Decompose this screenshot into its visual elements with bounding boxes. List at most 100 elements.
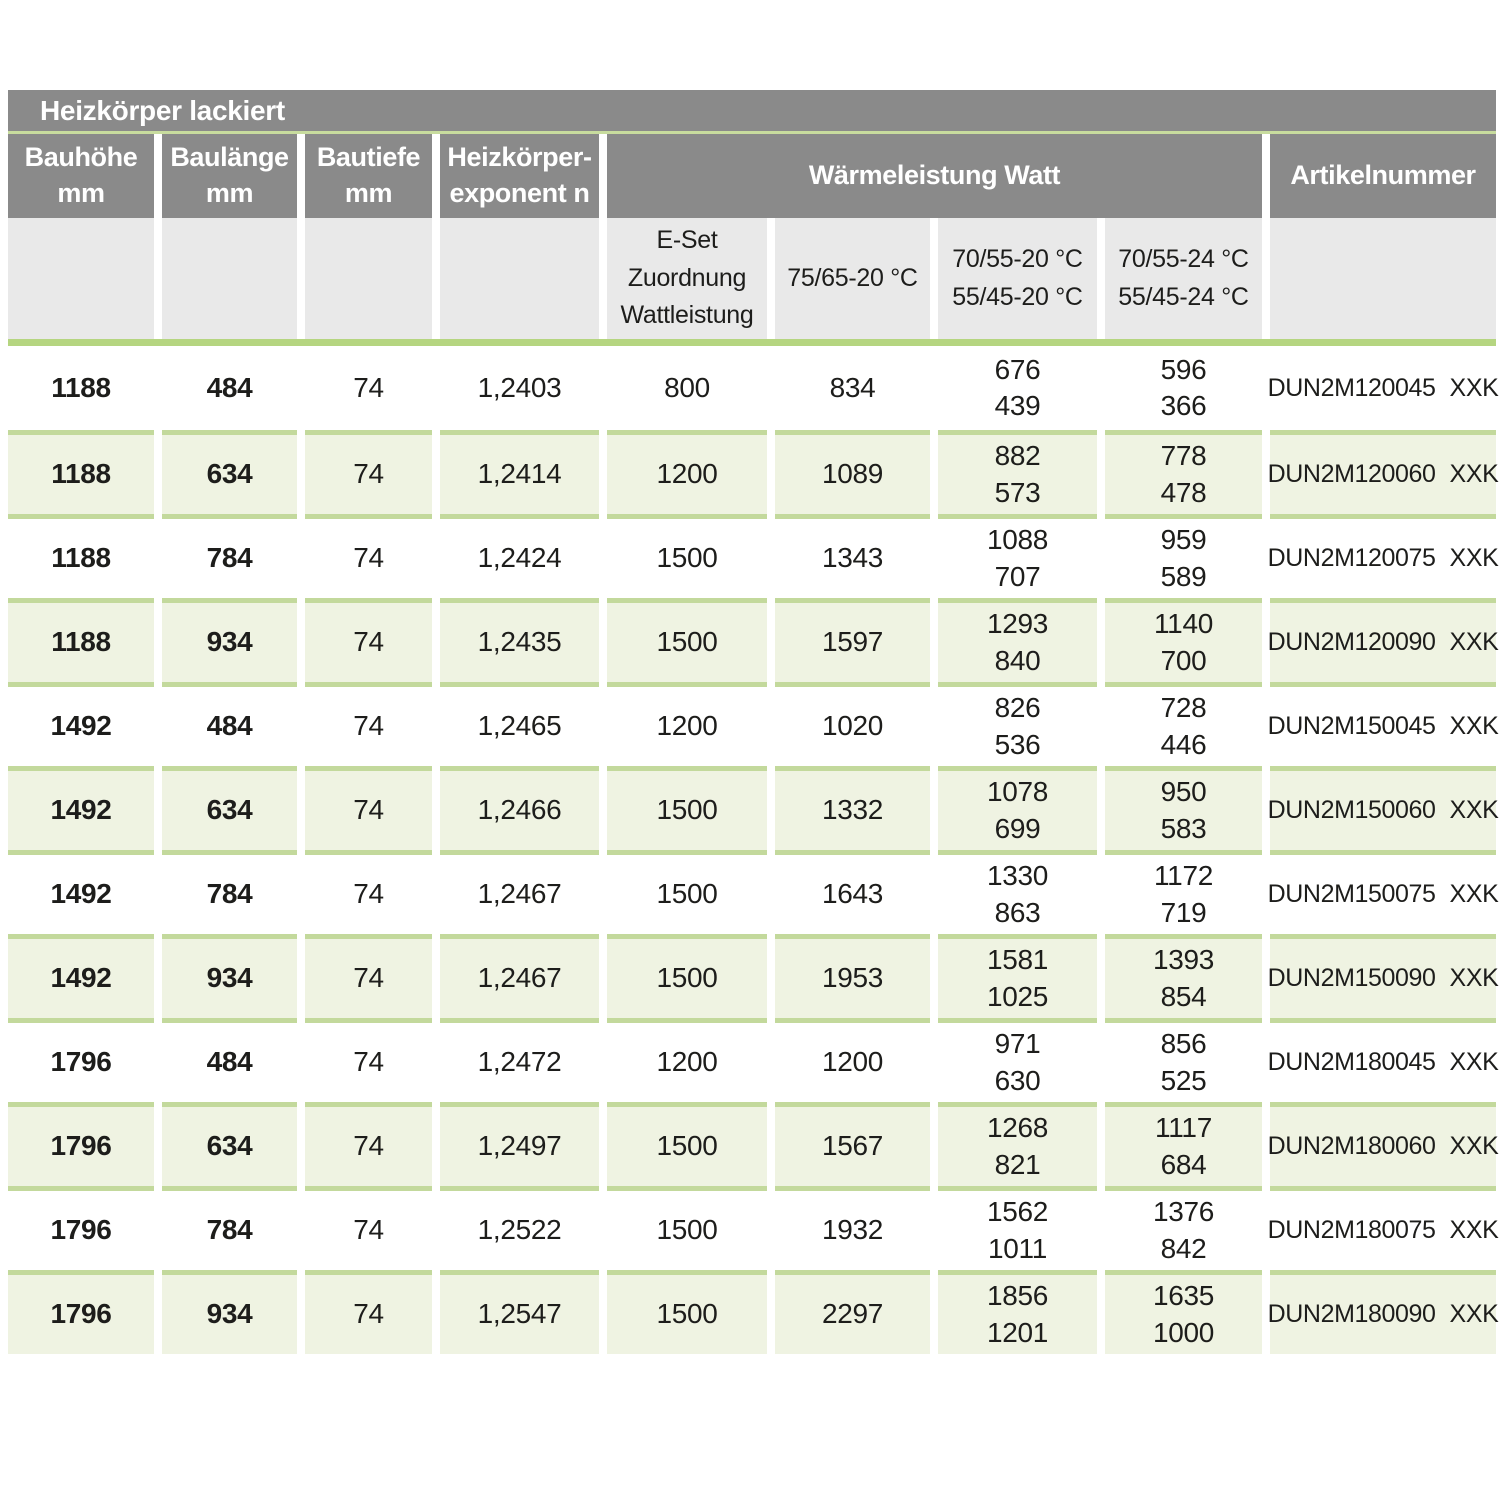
cell-eset: 1500 xyxy=(607,1186,767,1270)
cell-watt-75-65: 2297 xyxy=(775,1270,930,1354)
cell-watt-75-65: 1953 xyxy=(775,934,930,1018)
header-bauhoehe: Bauhöhe mm xyxy=(8,134,154,218)
cell-eset: 1500 xyxy=(607,1270,767,1354)
cell-exponent: 1,2467 xyxy=(440,850,599,934)
cell-artikelnummer: DUN2M150045 XXK xyxy=(1268,682,1499,766)
cell-artikelnummer: DUN2M180075 XXK xyxy=(1268,1186,1499,1270)
table-row: 1796 484 74 1,2472 1200 1200 971 630 856… xyxy=(8,1018,1499,1102)
cell-baulaenge: 484 xyxy=(162,346,297,430)
cell-bautiefe: 74 xyxy=(305,1102,432,1186)
cell-eset: 1500 xyxy=(607,1102,767,1186)
cell-bauhoehe: 1492 xyxy=(8,850,154,934)
cell-watt-75-65: 1597 xyxy=(775,598,930,682)
table-body: 1188 484 74 1,2403 800 834 676 439 596 3… xyxy=(8,346,1499,1354)
cell-artikelnummer: DUN2M180060 XXK xyxy=(1268,1102,1499,1186)
table-row: 1796 634 74 1,2497 1500 1567 1268 821 11… xyxy=(8,1102,1499,1186)
cell-watt-70-55-20: 826 536 xyxy=(938,682,1097,766)
cell-watt-70-55-24: 1140 700 xyxy=(1105,598,1262,682)
cell-eset: 800 xyxy=(607,346,767,430)
cell-exponent: 1,2497 xyxy=(440,1102,599,1186)
cell-bauhoehe: 1188 xyxy=(8,514,154,598)
table-row: 1188 934 74 1,2435 1500 1597 1293 840 11… xyxy=(8,598,1499,682)
cell-watt-70-55-20: 1330 863 xyxy=(938,850,1097,934)
cell-artikelnummer: DUN2M120090 XXK xyxy=(1268,598,1499,682)
cell-baulaenge: 784 xyxy=(162,1186,297,1270)
cell-bautiefe: 74 xyxy=(305,514,432,598)
cell-watt-75-65: 834 xyxy=(775,346,930,430)
header-exponent: Heizkörper- exponent n xyxy=(440,134,599,218)
cell-baulaenge: 634 xyxy=(162,766,297,850)
table-row: 1188 634 74 1,2414 1200 1089 882 573 778… xyxy=(8,430,1499,514)
cell-exponent: 1,2467 xyxy=(440,934,599,1018)
cell-watt-70-55-24: 959 589 xyxy=(1105,514,1262,598)
cell-watt-70-55-20: 1268 821 xyxy=(938,1102,1097,1186)
subheader-70-55-24: 70/55-24 °C 55/45-24 °C xyxy=(1105,218,1262,339)
cell-eset: 1500 xyxy=(607,514,767,598)
subheader-eset: E-Set Zuordnung Wattleistung xyxy=(607,218,767,339)
subheader-divider-band xyxy=(8,339,1496,346)
cell-watt-70-55-24: 728 446 xyxy=(1105,682,1262,766)
cell-bauhoehe: 1492 xyxy=(8,934,154,1018)
header-artikelnummer: Artikelnummer xyxy=(1270,134,1496,218)
cell-bauhoehe: 1796 xyxy=(8,1186,154,1270)
cell-baulaenge: 484 xyxy=(162,682,297,766)
cell-baulaenge: 784 xyxy=(162,514,297,598)
cell-bauhoehe: 1492 xyxy=(8,682,154,766)
title-divider-line xyxy=(8,131,1496,134)
cell-artikelnummer: DUN2M150090 XXK xyxy=(1268,934,1499,1018)
cell-bauhoehe: 1796 xyxy=(8,1018,154,1102)
cell-baulaenge: 634 xyxy=(162,1102,297,1186)
cell-bautiefe: 74 xyxy=(305,766,432,850)
cell-watt-70-55-24: 778 478 xyxy=(1105,430,1262,514)
cell-eset: 1500 xyxy=(607,934,767,1018)
cell-artikelnummer: DUN2M120075 XXK xyxy=(1268,514,1499,598)
cell-watt-70-55-24: 1172 719 xyxy=(1105,850,1262,934)
table-row: 1796 784 74 1,2522 1500 1932 1562 1011 1… xyxy=(8,1186,1499,1270)
cell-eset: 1500 xyxy=(607,850,767,934)
cell-artikelnummer: DUN2M150060 XXK xyxy=(1268,766,1499,850)
cell-watt-75-65: 1932 xyxy=(775,1186,930,1270)
cell-exponent: 1,2465 xyxy=(440,682,599,766)
table-row: 1492 934 74 1,2467 1500 1953 1581 1025 1… xyxy=(8,934,1499,1018)
subheader-empty-5 xyxy=(1270,218,1496,339)
cell-eset: 1200 xyxy=(607,1018,767,1102)
cell-watt-70-55-24: 1635 1000 xyxy=(1105,1270,1262,1354)
cell-exponent: 1,2522 xyxy=(440,1186,599,1270)
cell-baulaenge: 934 xyxy=(162,934,297,1018)
cell-bautiefe: 74 xyxy=(305,682,432,766)
table-title: Heizkörper lackiert xyxy=(40,94,285,126)
cell-watt-75-65: 1200 xyxy=(775,1018,930,1102)
cell-baulaenge: 484 xyxy=(162,1018,297,1102)
subheader-75-65: 75/65-20 °C xyxy=(775,218,930,339)
cell-watt-70-55-20: 1856 1201 xyxy=(938,1270,1097,1354)
cell-exponent: 1,2472 xyxy=(440,1018,599,1102)
cell-bautiefe: 74 xyxy=(305,598,432,682)
cell-watt-70-55-20: 1562 1011 xyxy=(938,1186,1097,1270)
table-row: 1492 784 74 1,2467 1500 1643 1330 863 11… xyxy=(8,850,1499,934)
cell-watt-75-65: 1020 xyxy=(775,682,930,766)
cell-bautiefe: 74 xyxy=(305,346,432,430)
cell-bauhoehe: 1492 xyxy=(8,766,154,850)
cell-baulaenge: 784 xyxy=(162,850,297,934)
cell-eset: 1200 xyxy=(607,682,767,766)
cell-watt-75-65: 1643 xyxy=(775,850,930,934)
cell-artikelnummer: DUN2M120060 XXK xyxy=(1268,430,1499,514)
cell-eset: 1500 xyxy=(607,598,767,682)
subheader-empty-1 xyxy=(8,218,154,339)
cell-watt-70-55-24: 1117 684 xyxy=(1105,1102,1262,1186)
cell-bauhoehe: 1796 xyxy=(8,1102,154,1186)
cell-exponent: 1,2424 xyxy=(440,514,599,598)
table-row: 1188 484 74 1,2403 800 834 676 439 596 3… xyxy=(8,346,1499,430)
subheader-empty-3 xyxy=(305,218,432,339)
cell-eset: 1200 xyxy=(607,430,767,514)
cell-watt-70-55-24: 1376 842 xyxy=(1105,1186,1262,1270)
cell-watt-70-55-20: 1078 699 xyxy=(938,766,1097,850)
cell-watt-70-55-24: 596 366 xyxy=(1105,346,1262,430)
subheader-empty-2 xyxy=(162,218,297,339)
header-baulaenge: Baulänge mm xyxy=(162,134,297,218)
subheader-empty-4 xyxy=(440,218,599,339)
cell-watt-70-55-20: 882 573 xyxy=(938,430,1097,514)
header-bautiefe: Bautiefe mm xyxy=(305,134,432,218)
header-waermeleistung: Wärmeleistung Watt xyxy=(607,134,1262,218)
cell-bauhoehe: 1188 xyxy=(8,598,154,682)
